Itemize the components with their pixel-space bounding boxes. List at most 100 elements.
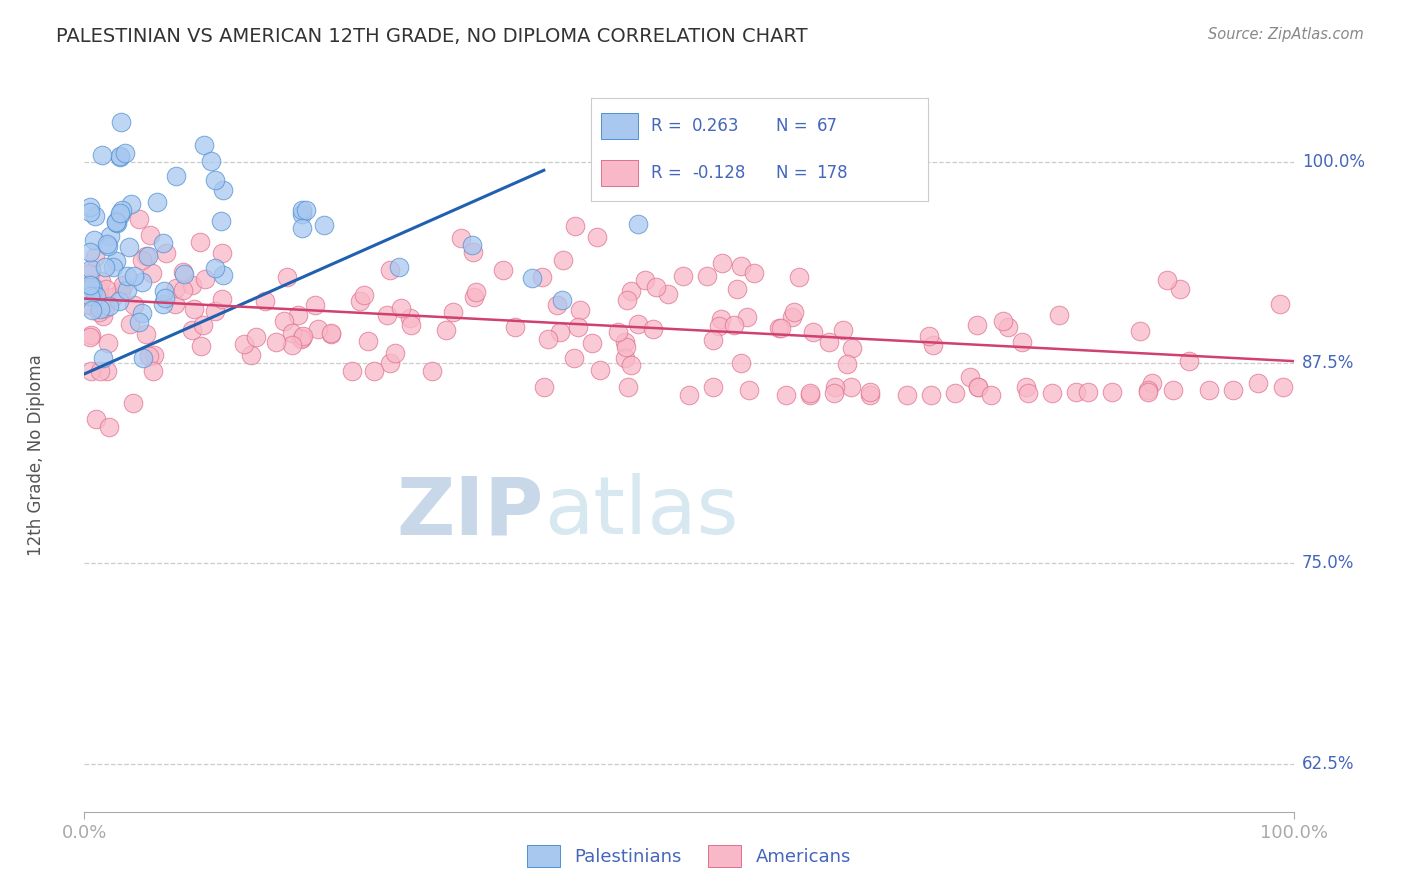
Text: 0.263: 0.263 [692, 117, 740, 135]
Point [211, 246, 233, 260]
Point [783, 305, 806, 319]
Point [536, 332, 558, 346]
Point [188, 235, 211, 250]
Point [240, 348, 263, 362]
Point [155, 246, 177, 260]
Point [83, 250, 105, 264]
Point [152, 297, 174, 311]
Point [378, 356, 401, 370]
Point [291, 203, 314, 218]
Point [128, 315, 150, 329]
Point [105, 216, 128, 230]
Point [349, 293, 371, 308]
Point [613, 335, 636, 350]
Point [564, 219, 586, 234]
Point [553, 252, 575, 267]
Legend: Palestinians, Americans: Palestinians, Americans [520, 838, 858, 874]
Text: 87.5%: 87.5% [1302, 354, 1354, 372]
Point [84, 209, 107, 223]
Point [641, 322, 664, 336]
Point [710, 312, 733, 326]
Point [799, 386, 821, 401]
Point [173, 267, 195, 281]
Point [110, 149, 132, 163]
Point [1198, 383, 1220, 397]
Point [190, 339, 212, 353]
Point [139, 228, 162, 243]
Point [696, 268, 718, 283]
Point [723, 318, 745, 332]
Point [730, 260, 752, 274]
Point [1247, 376, 1270, 390]
Point [918, 329, 941, 343]
Point [181, 278, 204, 293]
Point [281, 338, 304, 352]
Point [93, 351, 115, 366]
Point [461, 238, 484, 252]
Point [380, 262, 402, 277]
Point [79, 266, 101, 280]
Point [211, 293, 233, 307]
Point [82, 284, 104, 298]
Point [291, 221, 314, 235]
Point [801, 325, 824, 339]
Point [319, 327, 342, 342]
Point [818, 334, 841, 349]
Point [100, 229, 122, 244]
Point [132, 351, 155, 366]
Point [114, 145, 136, 160]
Point [735, 310, 758, 324]
Point [461, 244, 484, 259]
Point [1015, 380, 1038, 394]
Point [1168, 282, 1191, 296]
Point [94, 282, 117, 296]
Text: 75.0%: 75.0% [1302, 554, 1354, 572]
Text: Source: ZipAtlas.com: Source: ZipAtlas.com [1208, 27, 1364, 42]
Point [922, 338, 945, 352]
Point [273, 314, 295, 328]
Point [118, 317, 141, 331]
Text: R =: R = [651, 164, 682, 182]
Point [707, 318, 730, 333]
Text: N =: N = [776, 117, 807, 135]
Point [291, 329, 314, 343]
Point [141, 266, 163, 280]
Point [307, 322, 329, 336]
Point [388, 260, 411, 274]
Point [204, 260, 226, 275]
Point [183, 301, 205, 316]
Point [450, 231, 472, 245]
Point [943, 386, 966, 401]
Point [152, 284, 174, 298]
Point [835, 357, 858, 371]
Point [503, 320, 526, 334]
Point [1017, 386, 1039, 401]
Point [135, 326, 157, 341]
Point [841, 380, 863, 394]
Point [1137, 384, 1160, 399]
Point [616, 340, 638, 354]
Point [146, 195, 169, 210]
Point [775, 388, 797, 402]
Text: -0.128: -0.128 [692, 164, 745, 182]
Point [153, 291, 176, 305]
Point [304, 298, 326, 312]
Point [101, 260, 124, 274]
Text: ZIP: ZIP [396, 473, 544, 551]
Point [896, 388, 918, 402]
Point [533, 380, 555, 394]
Point [1101, 384, 1123, 399]
Point [115, 268, 138, 283]
Point [920, 388, 942, 402]
Point [79, 277, 101, 291]
Point [80, 303, 103, 318]
Point [165, 297, 187, 311]
Point [172, 265, 194, 279]
Point [105, 253, 128, 268]
Point [111, 277, 134, 292]
Point [399, 318, 422, 333]
Point [204, 304, 226, 318]
Point [589, 362, 612, 376]
Point [94, 260, 117, 274]
Point [108, 150, 131, 164]
